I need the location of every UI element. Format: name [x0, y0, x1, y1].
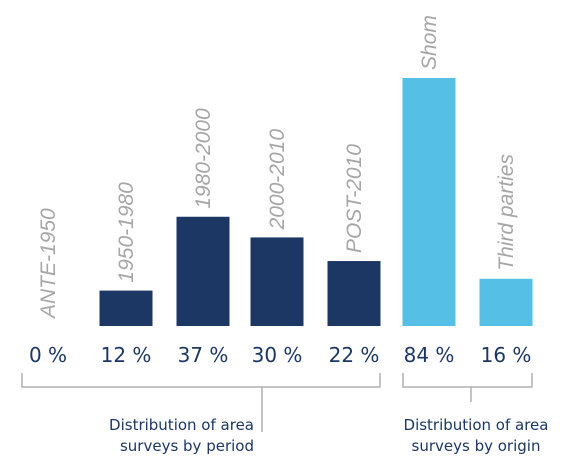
group-labels-layer: Distribution of area surveys by period Dis… [109, 416, 548, 455]
group-label-1-line-2: surveys by period [120, 437, 254, 455]
group-brackets-layer [21, 373, 533, 432]
value-label-post-2010: 22 % [329, 343, 380, 367]
category-label-post-2010: POST-2010 [343, 144, 366, 253]
bar-shom [402, 78, 456, 326]
value-label-1980-2000: 37 % [178, 343, 229, 367]
category-label-1950-1980: 1950-1980 [115, 182, 138, 283]
bar-post-2010 [327, 261, 381, 326]
group-label-2-line-2: surveys by origin [412, 437, 541, 455]
group-label-2-line-1: Distribution of area [404, 416, 549, 434]
bars-layer [99, 78, 533, 326]
bar-1950-1980 [99, 290, 153, 326]
category-label-2000-2010: 2000-2010 [266, 129, 289, 231]
category-label-ante-1950: ANTE-1950 [37, 208, 60, 320]
value-label-third-parties: 16 % [481, 343, 532, 367]
value-label-2000-2010: 30 % [252, 343, 303, 367]
value-labels-layer: 0 % 12 % 37 % 30 % 22 % 84 % 16 % [29, 343, 531, 367]
category-label-shom: Shom [418, 15, 441, 70]
category-label-1980-2000: 1980-2000 [192, 108, 215, 209]
bar-2000-2010 [250, 237, 304, 326]
value-label-1950-1980: 12 % [101, 343, 152, 367]
group-label-1-line-1: Distribution of area [109, 416, 254, 434]
bar-third-parties [479, 278, 533, 326]
bracket-group-1 [21, 373, 381, 432]
bracket-group-2 [402, 373, 533, 402]
category-labels-layer: ANTE-1950 1950-1980 1980-2000 2000-2010 POST… [37, 15, 518, 320]
category-label-third-parties: Third parties [495, 154, 518, 271]
bar-1980-2000 [176, 216, 230, 326]
value-label-shom: 84 % [404, 343, 455, 367]
value-label-ante-1950: 0 % [29, 343, 67, 367]
